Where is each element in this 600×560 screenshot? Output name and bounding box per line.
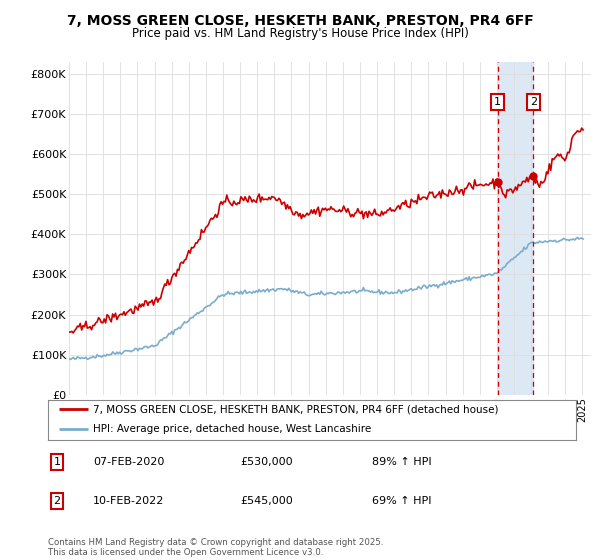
Text: 1: 1 [494, 97, 501, 107]
Text: 69% ↑ HPI: 69% ↑ HPI [372, 496, 431, 506]
Text: HPI: Average price, detached house, West Lancashire: HPI: Average price, detached house, West… [93, 424, 371, 435]
Text: Contains HM Land Registry data © Crown copyright and database right 2025.
This d: Contains HM Land Registry data © Crown c… [48, 538, 383, 557]
Bar [498, 62, 533, 395]
Text: 1: 1 [53, 457, 61, 467]
Text: 10-FEB-2022: 10-FEB-2022 [93, 496, 164, 506]
Text: 7, MOSS GREEN CLOSE, HESKETH BANK, PRESTON, PR4 6FF (detached house): 7, MOSS GREEN CLOSE, HESKETH BANK, PREST… [93, 404, 499, 414]
Text: 07-FEB-2020: 07-FEB-2020 [93, 457, 164, 467]
Text: 2: 2 [53, 496, 61, 506]
Text: Price paid vs. HM Land Registry's House Price Index (HPI): Price paid vs. HM Land Registry's House … [131, 27, 469, 40]
Text: £530,000: £530,000 [240, 457, 293, 467]
Text: £545,000: £545,000 [240, 496, 293, 506]
Text: 2: 2 [530, 97, 537, 107]
Text: 89% ↑ HPI: 89% ↑ HPI [372, 457, 431, 467]
Text: 7, MOSS GREEN CLOSE, HESKETH BANK, PRESTON, PR4 6FF: 7, MOSS GREEN CLOSE, HESKETH BANK, PREST… [67, 14, 533, 28]
